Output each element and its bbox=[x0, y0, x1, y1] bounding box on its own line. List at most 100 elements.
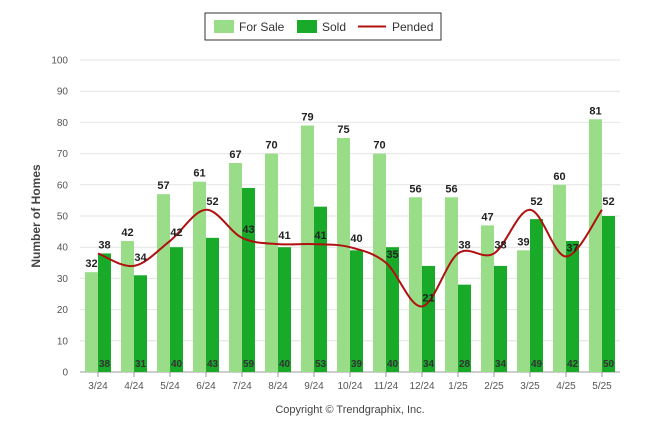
label-pended-5-24: 42 bbox=[170, 227, 182, 239]
label-pended-1-25: 38 bbox=[458, 239, 470, 251]
bar-sold-2-25 bbox=[494, 265, 507, 372]
label-sold-11-24: 40 bbox=[387, 359, 399, 370]
label-sold-4-25: 42 bbox=[567, 359, 579, 370]
bars bbox=[85, 119, 615, 373]
label-pended-7-24: 43 bbox=[242, 224, 254, 236]
pended-line bbox=[97, 208, 603, 308]
x-tick-label-7-24: 7/24 bbox=[232, 381, 252, 392]
label-sold-7-24: 59 bbox=[243, 359, 255, 370]
label-for-sale-6-24: 61 bbox=[193, 168, 205, 180]
bar-sold-12-24 bbox=[422, 265, 435, 372]
bar-for-sale-3-25 bbox=[517, 250, 530, 372]
label-pended-5-25: 52 bbox=[602, 196, 614, 208]
bar-for-sale-4-24 bbox=[121, 240, 134, 372]
y-tick-label-60: 60 bbox=[57, 180, 69, 191]
label-sold-2-25: 34 bbox=[495, 359, 507, 370]
label-pended-8-24: 41 bbox=[278, 230, 290, 242]
legend-label-for-sale: For Sale bbox=[239, 20, 285, 34]
bar-for-sale-10-24 bbox=[337, 138, 350, 372]
bar-for-sale-5-24 bbox=[157, 194, 170, 372]
bar-sold-1-25 bbox=[458, 284, 471, 372]
label-pended-10-24: 40 bbox=[350, 233, 362, 245]
bar-sold-3-25 bbox=[530, 219, 543, 372]
label-sold-3-25: 49 bbox=[531, 359, 543, 370]
bar-sold-6-24 bbox=[206, 237, 219, 372]
y-tick-label-70: 70 bbox=[57, 149, 69, 160]
y-tick-label-0: 0 bbox=[62, 368, 68, 379]
label-pended-9-24: 41 bbox=[314, 230, 326, 242]
bar-sold-5-24 bbox=[170, 247, 183, 372]
label-for-sale-4-25: 60 bbox=[553, 171, 565, 183]
label-for-sale-8-24: 70 bbox=[265, 140, 277, 152]
x-tick-label-9-24: 9/24 bbox=[304, 381, 324, 392]
bar-for-sale-2-25 bbox=[481, 225, 494, 372]
label-for-sale-12-24: 56 bbox=[409, 183, 421, 195]
bar-sold-11-24 bbox=[386, 247, 399, 372]
x-tick-label-3-25: 3/25 bbox=[520, 381, 540, 392]
bar-sold-10-24 bbox=[350, 250, 363, 372]
bar-for-sale-7-24 bbox=[229, 162, 242, 372]
label-for-sale-7-24: 67 bbox=[229, 149, 241, 161]
y-tick-label-80: 80 bbox=[57, 118, 69, 129]
copyright-caption: Copyright © Trendgraphix, Inc. bbox=[275, 404, 424, 416]
bar-sold-4-24 bbox=[134, 275, 147, 372]
label-pended-2-25: 38 bbox=[494, 239, 506, 251]
x-tick-label-11-24: 11/24 bbox=[374, 381, 399, 392]
x-axis: 3/24 4/24 5/24 6/24 7/24 8/24 9/24 10/24 11/24 12… bbox=[88, 372, 612, 392]
label-sold-9-24: 53 bbox=[315, 359, 327, 370]
legend-label-sold: Sold bbox=[322, 20, 346, 34]
legend-frame bbox=[204, 12, 442, 41]
y-tick-label-100: 100 bbox=[51, 56, 68, 67]
label-pended-12-24: 21 bbox=[422, 292, 434, 304]
y-tick-label-40: 40 bbox=[57, 243, 69, 254]
bar-for-sale-3-24 bbox=[85, 272, 98, 372]
x-tick-label-8-24: 8/24 bbox=[268, 381, 288, 392]
label-pended-11-24: 35 bbox=[386, 249, 398, 261]
label-for-sale-9-24: 79 bbox=[301, 112, 313, 124]
bar-sold-3-24 bbox=[98, 253, 111, 372]
label-pended-6-24: 52 bbox=[206, 196, 218, 208]
label-sold-5-24: 40 bbox=[171, 359, 183, 370]
label-for-sale-11-24: 70 bbox=[373, 140, 385, 152]
label-pended-4-25: 37 bbox=[566, 243, 578, 255]
label-for-sale-4-24: 42 bbox=[121, 227, 133, 239]
bar-sold-7-24 bbox=[242, 187, 255, 372]
label-sold-1-25: 28 bbox=[459, 359, 471, 370]
x-tick-label-12-24: 12/24 bbox=[409, 381, 434, 392]
y-tick-label-10: 10 bbox=[57, 336, 69, 347]
label-sold-10-24: 39 bbox=[351, 359, 363, 370]
label-sold-5-25: 50 bbox=[603, 359, 615, 370]
legend-swatch-sold bbox=[297, 20, 317, 33]
x-tick-label-3-24: 3/24 bbox=[88, 381, 108, 392]
label-for-sale-3-25: 39 bbox=[517, 236, 529, 248]
bar-for-sale-1-25 bbox=[445, 197, 458, 372]
legend-label-pended: Pended bbox=[392, 20, 433, 34]
bar-sold-8-24 bbox=[278, 247, 291, 372]
x-tick-label-5-25: 5/25 bbox=[592, 381, 612, 392]
y-axis-title: Number of Homes bbox=[29, 164, 43, 268]
y-axis: 0 10 20 30 40 50 60 70 80 90 100 bbox=[51, 56, 68, 379]
label-for-sale-10-24: 75 bbox=[337, 124, 349, 136]
bar-for-sale-12-24 bbox=[409, 197, 422, 372]
x-tick-label-1-25: 1/25 bbox=[448, 381, 468, 392]
bar-for-sale-9-24 bbox=[301, 125, 314, 373]
label-for-sale-5-25: 81 bbox=[589, 105, 601, 117]
label-sold-8-24: 40 bbox=[279, 359, 291, 370]
x-tick-label-10-24: 10/24 bbox=[337, 381, 362, 392]
x-tick-label-2-25: 2/25 bbox=[484, 381, 504, 392]
bar-sold-4-25 bbox=[566, 240, 579, 372]
data-labels: 3238384231345740426143526759437040417953… bbox=[85, 105, 614, 370]
x-tick-label-5-24: 5/24 bbox=[160, 381, 180, 392]
bar-for-sale-8-24 bbox=[265, 153, 278, 372]
pended-line-path bbox=[97, 208, 603, 308]
label-for-sale-5-24: 57 bbox=[157, 180, 169, 192]
label-sold-6-24: 43 bbox=[207, 359, 219, 370]
bar-sold-9-24 bbox=[314, 206, 327, 372]
label-for-sale-2-25: 47 bbox=[481, 211, 493, 223]
x-tick-label-4-25: 4/25 bbox=[556, 381, 576, 392]
label-pended-3-25: 52 bbox=[530, 196, 542, 208]
bar-for-sale-4-25 bbox=[553, 184, 566, 372]
y-tick-label-90: 90 bbox=[57, 87, 69, 98]
label-for-sale-3-24: 32 bbox=[85, 258, 97, 270]
